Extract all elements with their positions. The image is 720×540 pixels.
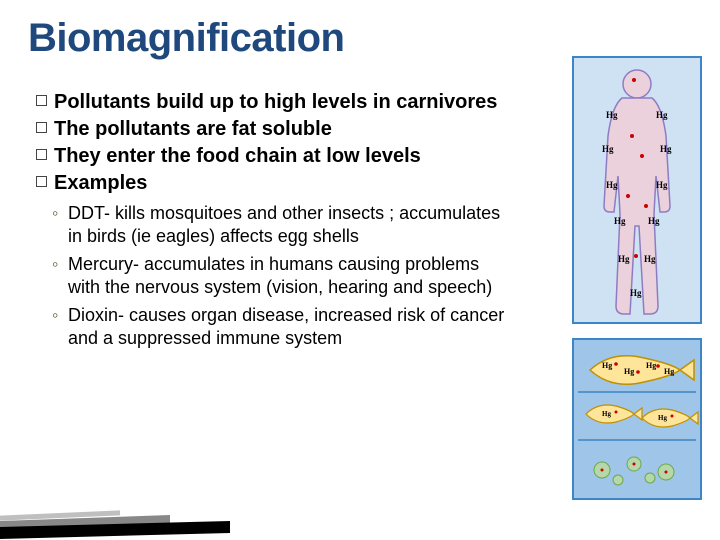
sub-bullet-text: DDT- kills mosquitoes and other insects …: [68, 203, 500, 246]
checkbox-icon: [36, 149, 47, 160]
svg-text:Hg: Hg: [602, 144, 614, 154]
checkbox-icon: [36, 176, 47, 187]
svg-text:Hg: Hg: [602, 361, 612, 370]
svg-text:Hg: Hg: [602, 410, 611, 418]
bullet-item: They enter the food chain at low levels: [36, 144, 506, 169]
svg-text:Hg: Hg: [658, 414, 667, 422]
sub-bullet-text: Mercury- accumulates in humans causing p…: [68, 254, 492, 297]
sub-bullet-item: Mercury- accumulates in humans causing p…: [52, 253, 506, 298]
svg-text:Hg: Hg: [630, 288, 642, 298]
svg-text:Hg: Hg: [660, 144, 672, 154]
svg-text:Hg: Hg: [618, 254, 630, 264]
body-text-block: Pollutants build up to high levels in ca…: [36, 90, 506, 355]
sub-bullet-item: DDT- kills mosquitoes and other insects …: [52, 202, 506, 247]
main-bullet-list: Pollutants build up to high levels in ca…: [36, 90, 506, 196]
svg-text:Hg: Hg: [624, 367, 634, 376]
svg-text:Hg: Hg: [656, 180, 668, 190]
bullet-text: Pollutants build up to high levels in ca…: [54, 91, 497, 113]
checkbox-icon: [36, 95, 47, 106]
svg-text:Hg: Hg: [606, 110, 618, 120]
bullet-text: They enter the food chain at low levels: [54, 145, 421, 167]
bullet-item: Examples: [36, 171, 506, 196]
svg-text:Hg: Hg: [646, 361, 656, 370]
sub-bullet-text: Dioxin- causes organ disease, increased …: [68, 305, 504, 348]
checkbox-icon: [36, 122, 47, 133]
sub-bullet-list: DDT- kills mosquitoes and other insects …: [52, 202, 506, 349]
biomagnification-diagram: Hg Hg Hg Hg Hg Hg Hg Hg Hg Hg Hg: [572, 56, 702, 514]
diagram-food-chain-panel: Hg Hg Hg Hg Hg Hg: [572, 338, 702, 500]
page-title: Biomagnification: [28, 16, 344, 61]
svg-text:Hg: Hg: [664, 367, 674, 376]
bullet-text: Examples: [54, 172, 147, 194]
bullet-item: The pollutants are fat soluble: [36, 117, 506, 142]
svg-text:Hg: Hg: [648, 216, 660, 226]
sub-bullet-item: Dioxin- causes organ disease, increased …: [52, 304, 506, 349]
svg-text:Hg: Hg: [644, 254, 656, 264]
decorative-swoosh: [0, 504, 280, 540]
bullet-text: The pollutants are fat soluble: [54, 118, 332, 140]
diagram-human-panel: Hg Hg Hg Hg Hg Hg Hg Hg Hg Hg Hg: [572, 56, 702, 324]
svg-text:Hg: Hg: [614, 216, 626, 226]
svg-text:Hg: Hg: [606, 180, 618, 190]
bullet-item: Pollutants build up to high levels in ca…: [36, 90, 506, 115]
svg-text:Hg: Hg: [656, 110, 668, 120]
